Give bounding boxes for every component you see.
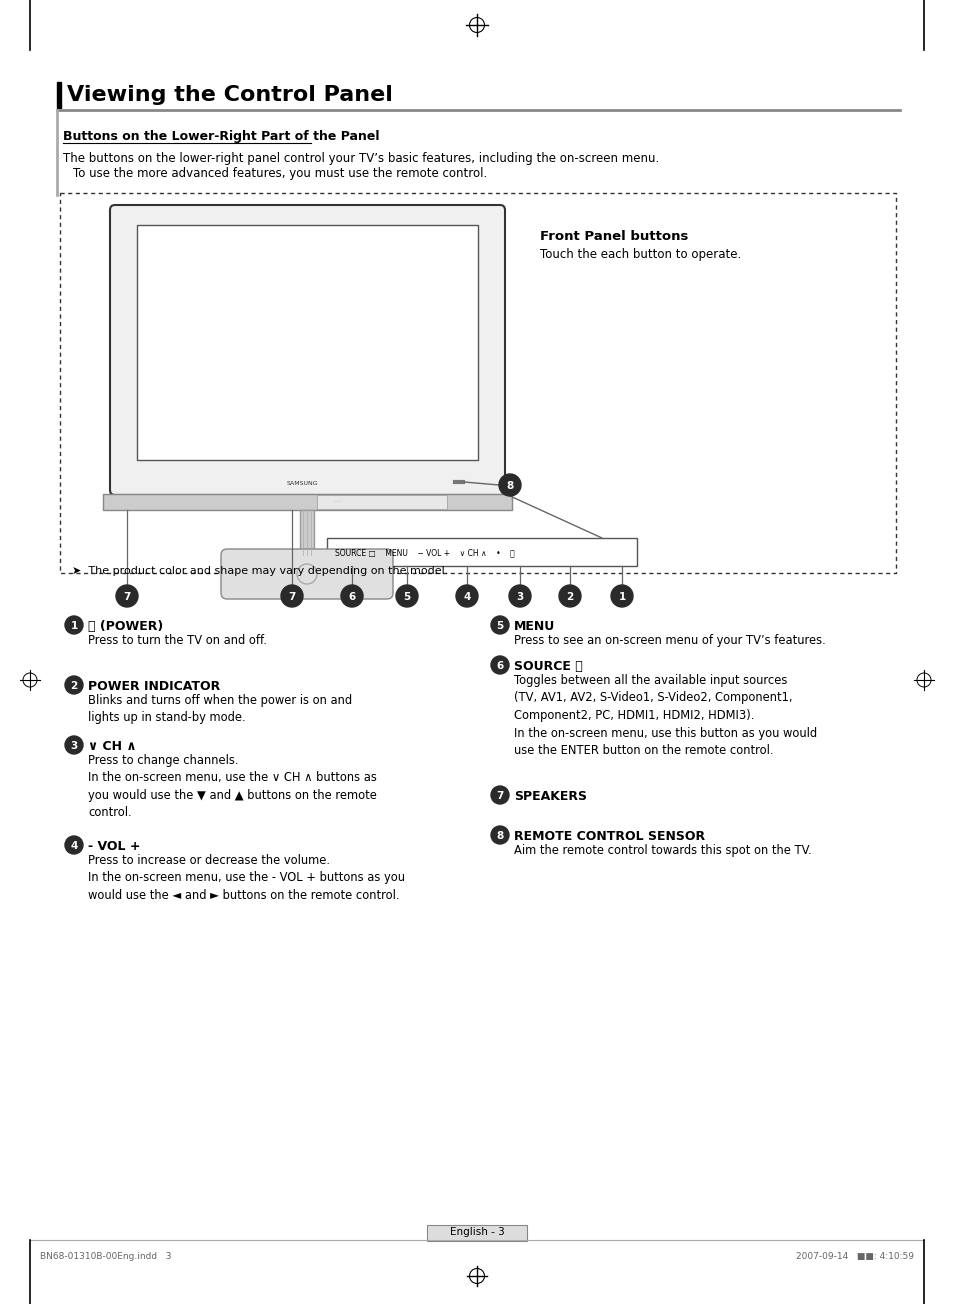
Circle shape xyxy=(65,735,83,754)
Text: 5: 5 xyxy=(496,621,503,631)
Text: 1: 1 xyxy=(71,621,77,631)
FancyBboxPatch shape xyxy=(221,549,393,599)
Text: SAMSUNG: SAMSUNG xyxy=(287,481,318,486)
Text: The buttons on the lower-right panel control your TV’s basic features, including: The buttons on the lower-right panel con… xyxy=(63,153,659,166)
Circle shape xyxy=(395,585,417,606)
Text: 3: 3 xyxy=(71,741,77,751)
Circle shape xyxy=(491,825,509,844)
Bar xyxy=(137,226,477,460)
Text: ➤  The product color and shape may vary depending on the model.: ➤ The product color and shape may vary d… xyxy=(71,566,448,576)
Circle shape xyxy=(281,585,303,606)
FancyBboxPatch shape xyxy=(110,205,504,496)
Bar xyxy=(103,494,512,510)
Text: 7: 7 xyxy=(123,592,131,602)
Text: MENU: MENU xyxy=(514,619,555,632)
Text: Press to turn the TV on and off.: Press to turn the TV on and off. xyxy=(88,634,267,647)
Text: 2: 2 xyxy=(71,681,77,691)
Text: Buttons on the Lower-Right Part of the Panel: Buttons on the Lower-Right Part of the P… xyxy=(63,130,379,143)
Text: English - 3: English - 3 xyxy=(449,1227,504,1237)
Text: 8: 8 xyxy=(496,831,503,841)
Text: 6: 6 xyxy=(496,661,503,672)
Circle shape xyxy=(491,615,509,634)
Text: 6: 6 xyxy=(348,592,355,602)
Text: 4: 4 xyxy=(463,592,470,602)
Text: Blinks and turns off when the power is on and
lights up in stand-by mode.: Blinks and turns off when the power is o… xyxy=(88,694,352,725)
Circle shape xyxy=(456,585,477,606)
Text: BN68-01310B-00Eng.indd   3: BN68-01310B-00Eng.indd 3 xyxy=(40,1252,172,1261)
Text: Toggles between all the available input sources
(TV, AV1, AV2, S-Video1, S-Video: Toggles between all the available input … xyxy=(514,674,817,758)
Text: - VOL +: - VOL + xyxy=(88,840,140,853)
Text: Aim the remote control towards this spot on the TV.: Aim the remote control towards this spot… xyxy=(514,844,811,857)
Text: Front Panel buttons: Front Panel buttons xyxy=(539,230,688,243)
Text: 2: 2 xyxy=(566,592,573,602)
Text: 7: 7 xyxy=(288,592,295,602)
Text: ⏻ (POWER): ⏻ (POWER) xyxy=(88,619,163,632)
Text: 4: 4 xyxy=(71,841,77,852)
Text: 2007-09-14   ■■: 4:10:59: 2007-09-14 ■■: 4:10:59 xyxy=(795,1252,913,1261)
Text: 3: 3 xyxy=(516,592,523,602)
Bar xyxy=(60,193,895,572)
Text: 8: 8 xyxy=(506,481,513,492)
Bar xyxy=(316,496,447,509)
Text: To use the more advanced features, you must use the remote control.: To use the more advanced features, you m… xyxy=(73,167,487,180)
Text: REMOTE CONTROL SENSOR: REMOTE CONTROL SENSOR xyxy=(514,831,704,842)
Text: SPEAKERS: SPEAKERS xyxy=(514,790,586,803)
Circle shape xyxy=(509,585,531,606)
Text: Press to increase or decrease the volume.
In the on-screen menu, use the - VOL +: Press to increase or decrease the volume… xyxy=(88,854,405,902)
Circle shape xyxy=(65,675,83,694)
Circle shape xyxy=(498,473,520,496)
Text: POWER INDICATOR: POWER INDICATOR xyxy=(88,679,220,692)
Circle shape xyxy=(558,585,580,606)
Circle shape xyxy=(610,585,633,606)
Text: 5: 5 xyxy=(403,592,410,602)
Text: ······: ······ xyxy=(319,499,341,505)
Text: Touch the each button to operate.: Touch the each button to operate. xyxy=(539,248,740,261)
Text: 1: 1 xyxy=(618,592,625,602)
Text: Viewing the Control Panel: Viewing the Control Panel xyxy=(67,85,393,106)
Circle shape xyxy=(491,656,509,674)
Text: SOURCE ⎙: SOURCE ⎙ xyxy=(514,660,582,673)
Bar xyxy=(427,1224,526,1241)
Circle shape xyxy=(116,585,138,606)
Circle shape xyxy=(65,615,83,634)
Text: 7: 7 xyxy=(496,792,503,801)
Bar xyxy=(57,82,61,108)
Bar xyxy=(299,510,314,556)
Circle shape xyxy=(65,836,83,854)
Circle shape xyxy=(491,786,509,805)
Text: Press to change channels.
In the on-screen menu, use the ∨ CH ∧ buttons as
you w: Press to change channels. In the on-scre… xyxy=(88,754,376,819)
Text: SOURCE □    MENU    − VOL +    ∨ CH ∧    •    ⏻: SOURCE □ MENU − VOL + ∨ CH ∧ • ⏻ xyxy=(335,549,515,558)
Circle shape xyxy=(340,585,363,606)
Text: Press to see an on-screen menu of your TV’s features.: Press to see an on-screen menu of your T… xyxy=(514,634,825,647)
Text: ∨ CH ∧: ∨ CH ∧ xyxy=(88,739,136,752)
Bar xyxy=(327,539,637,566)
